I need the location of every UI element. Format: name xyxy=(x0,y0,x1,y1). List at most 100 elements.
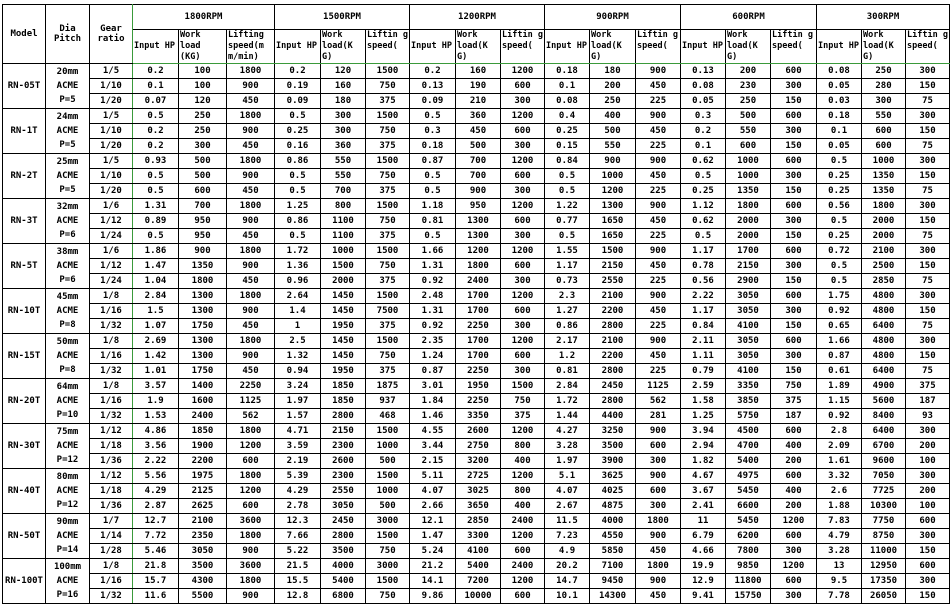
value-cell: 9.5 xyxy=(816,573,862,589)
gear-ratio-cell: 1/32 xyxy=(89,588,133,604)
value-cell: 7.66 xyxy=(274,528,321,544)
gear-ratio-cell: 1/14 xyxy=(89,528,133,544)
value-cell: 0.5 xyxy=(544,168,590,184)
value-cell: 225 xyxy=(635,183,681,199)
value-cell: 400 xyxy=(770,483,817,499)
value-cell: 400 xyxy=(500,498,545,514)
value-cell: 10.1 xyxy=(544,588,590,604)
value-cell: 1125 xyxy=(635,378,681,394)
value-cell: 13 xyxy=(816,558,862,574)
value-cell: 4.07 xyxy=(409,483,456,499)
value-cell: 1.15 xyxy=(816,393,862,409)
value-cell: 600 xyxy=(770,63,817,79)
value-cell: 600 xyxy=(500,348,545,364)
value-cell: 5.56 xyxy=(132,468,179,484)
value-cell: 1500 xyxy=(365,528,410,544)
value-cell: 1000 xyxy=(725,168,771,184)
value-cell: 600 xyxy=(770,153,817,169)
value-cell: 300 xyxy=(500,318,545,334)
value-cell: 500 xyxy=(455,138,501,154)
value-cell: 2.87 xyxy=(132,498,179,514)
value-cell: 3025 xyxy=(455,483,501,499)
value-cell: 2750 xyxy=(455,438,501,454)
value-cell: 120 xyxy=(320,63,366,79)
value-cell: 5.24 xyxy=(409,543,456,559)
value-cell: 1450 xyxy=(320,333,366,349)
value-cell: 8750 xyxy=(861,528,906,544)
model-cell: RN-100T xyxy=(2,558,46,604)
value-cell: 1.17 xyxy=(680,303,726,319)
value-cell: 0.84 xyxy=(544,153,590,169)
value-cell: 3050 xyxy=(320,498,366,514)
value-cell: 900 xyxy=(226,78,275,94)
value-cell: 300 xyxy=(770,348,817,364)
value-cell: 300 xyxy=(500,183,545,199)
value-cell: 450 xyxy=(226,318,275,334)
value-cell: 4.71 xyxy=(274,423,321,439)
value-cell: 225 xyxy=(635,138,681,154)
value-cell: 225 xyxy=(635,273,681,289)
value-cell: 1850 xyxy=(320,378,366,394)
value-cell: 2125 xyxy=(178,483,227,499)
value-cell: 0.25 xyxy=(680,183,726,199)
value-cell: 2000 xyxy=(320,273,366,289)
value-cell: 4875 xyxy=(589,498,636,514)
value-cell: 0.86 xyxy=(274,213,321,229)
value-cell: 1.17 xyxy=(680,243,726,259)
value-cell: 2400 xyxy=(500,558,545,574)
value-cell: 2450 xyxy=(320,513,366,529)
value-cell: 0.87 xyxy=(409,363,456,379)
gear-ratio-cell: 1/12 xyxy=(89,258,133,274)
value-cell: 75 xyxy=(905,138,950,154)
value-cell: 2.67 xyxy=(544,498,590,514)
value-cell: 2150 xyxy=(320,423,366,439)
value-cell: 1.86 xyxy=(132,243,179,259)
value-cell: 6400 xyxy=(861,318,906,334)
value-cell: 4800 xyxy=(861,303,906,319)
value-cell: 900 xyxy=(226,123,275,139)
value-cell: 1800 xyxy=(226,153,275,169)
value-cell: 1200 xyxy=(500,288,545,304)
value-cell: 2.17 xyxy=(544,333,590,349)
value-cell: 1000 xyxy=(365,483,410,499)
value-cell: 9450 xyxy=(589,573,636,589)
value-cell: 4100 xyxy=(725,318,771,334)
value-cell: 400 xyxy=(500,453,545,469)
table-row: RN-50T 90mm ACME P=14 1/7 12.7 2100 3600 12.3 245… xyxy=(2,513,950,559)
header-input-hp: Input HP xyxy=(274,29,321,64)
value-cell: 5400 xyxy=(320,573,366,589)
header-input-hp: Input HP xyxy=(544,29,590,64)
value-cell: 0.16 xyxy=(274,138,321,154)
value-cell: 900 xyxy=(635,243,681,259)
value-cell: 0.05 xyxy=(816,138,862,154)
value-cell: 1.31 xyxy=(132,198,179,214)
value-cell: 562 xyxy=(226,408,275,424)
value-cell: 3.01 xyxy=(409,378,456,394)
value-cell: 75 xyxy=(905,318,950,334)
value-cell: 11.6 xyxy=(132,588,179,604)
value-cell: 0.2 xyxy=(274,63,321,79)
value-cell: 2100 xyxy=(589,333,636,349)
value-cell: 4.86 xyxy=(132,423,179,439)
value-cell: 150 xyxy=(905,348,950,364)
value-cell: 1500 xyxy=(365,198,410,214)
table-row: RN-20T 64mm ACME P=10 1/8 3.57 1400 2250 3.24 185… xyxy=(2,378,950,424)
value-cell: 3.56 xyxy=(132,438,179,454)
value-cell: 2250 xyxy=(455,318,501,334)
header-rpm-group: 900RPM xyxy=(544,4,681,30)
value-cell: 450 xyxy=(635,543,681,559)
gear-ratio-cell: 1/12 xyxy=(89,468,133,484)
value-cell: 0.13 xyxy=(409,78,456,94)
value-cell: 3850 xyxy=(725,393,771,409)
value-cell: 1500 xyxy=(365,333,410,349)
value-cell: 2.69 xyxy=(132,333,179,349)
value-cell: 300 xyxy=(500,228,545,244)
value-cell: 450 xyxy=(226,183,275,199)
value-cell: 1.72 xyxy=(544,393,590,409)
value-cell: 15750 xyxy=(725,588,771,604)
value-cell: 1.97 xyxy=(274,393,321,409)
value-cell: 1800 xyxy=(635,558,681,574)
value-cell: 600 xyxy=(500,213,545,229)
value-cell: 10000 xyxy=(455,588,501,604)
value-cell: 0.03 xyxy=(816,93,862,109)
